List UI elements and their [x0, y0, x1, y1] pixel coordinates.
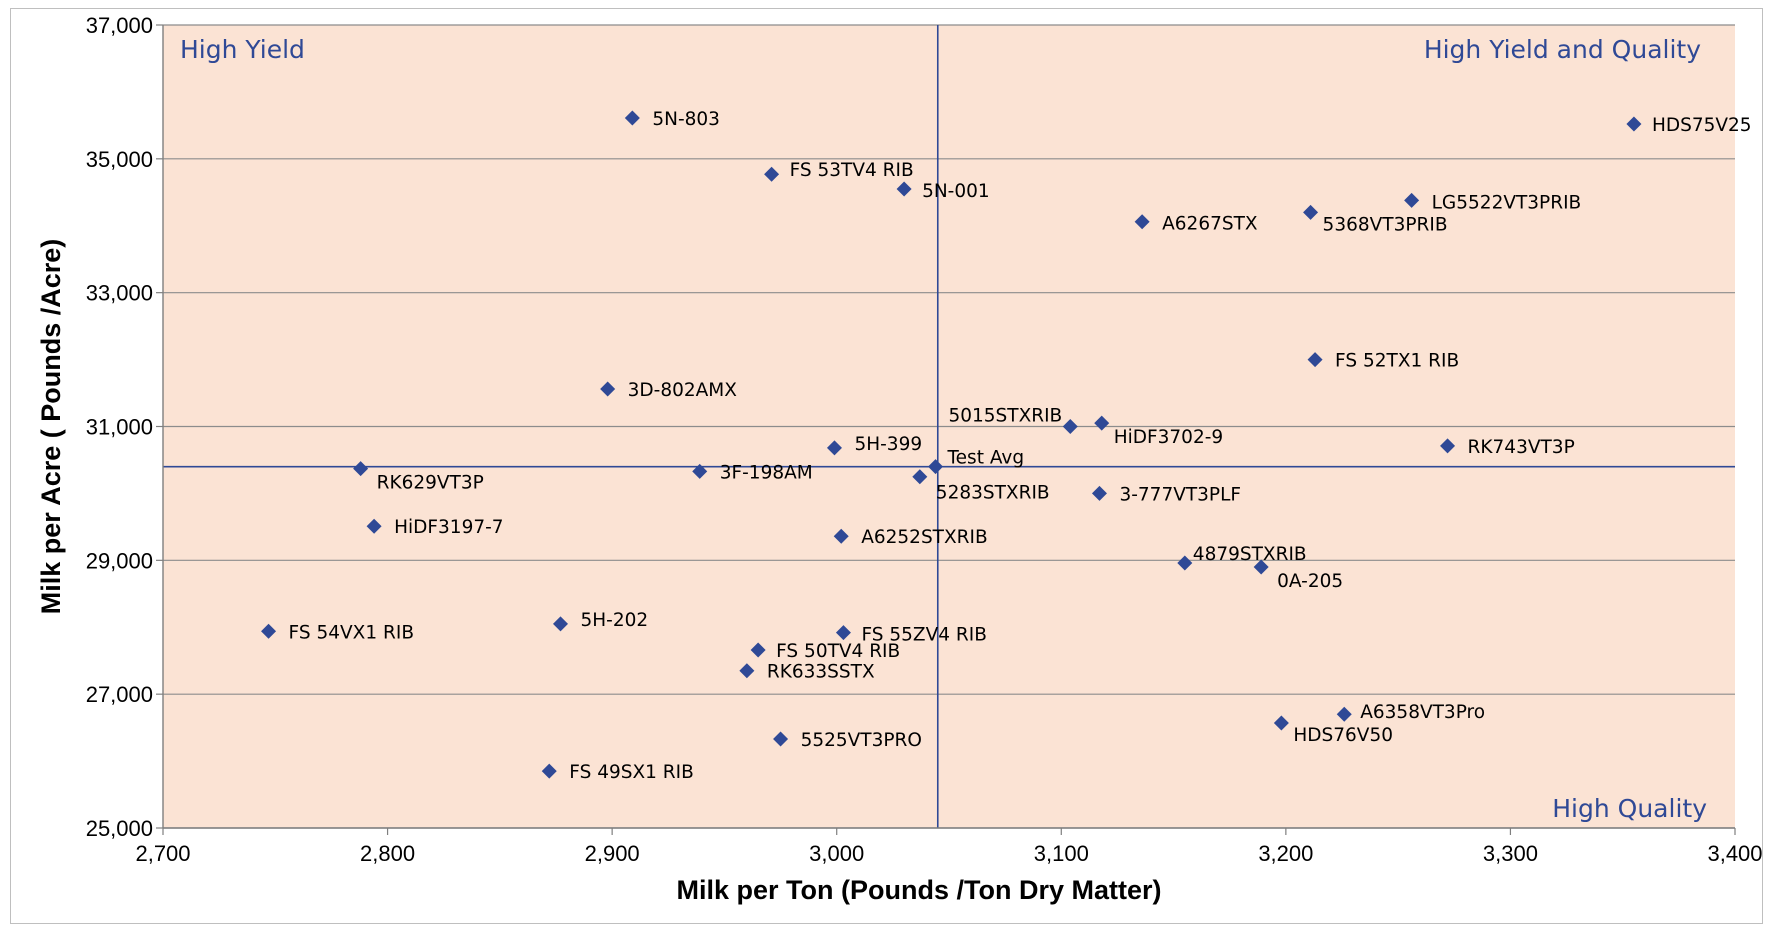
data-point-marker — [366, 518, 382, 534]
data-point-label: FS 52TX1 RIB — [1335, 351, 1459, 372]
data-point-label: RK743VT3P — [1468, 437, 1575, 458]
data-point-label: RK633SSTX — [767, 662, 875, 683]
data-point-marker — [764, 166, 780, 182]
data-point-label: 3-777VT3PLF — [1119, 484, 1241, 505]
data-point-label: LG5522VT3PRIB — [1432, 192, 1582, 213]
data-point-label: 3F-198AM — [720, 462, 813, 483]
data-point-marker — [1626, 116, 1642, 132]
data-point-marker — [928, 459, 944, 475]
data-point-marker — [750, 642, 766, 658]
axes — [162, 25, 1735, 829]
y-axis-title: Milk per Acre ( Pounds /Acre) — [36, 239, 66, 615]
data-point-label: FS 54VX1 RIB — [289, 622, 414, 643]
data-point-label: A6358VT3Pro — [1360, 702, 1485, 723]
data-point-marker — [692, 463, 708, 479]
data-point-label: HDS76V50 — [1293, 725, 1393, 746]
data-point-marker — [552, 616, 568, 632]
point-labels: HDS75V25 5N-803 FS 53TV4 RIB 5N-001 LG5522VT… — [289, 109, 1752, 783]
x-tick-label: 2,900 — [585, 841, 640, 866]
data-point-label: FS 50TV4 RIB — [776, 641, 900, 662]
data-point-label: 4879STXRIB — [1193, 544, 1307, 565]
data-point-marker — [1440, 438, 1456, 454]
data-point-label: A6267STX — [1162, 214, 1258, 235]
x-tick-label: 2,700 — [135, 841, 190, 866]
data-point-marker — [1253, 559, 1269, 575]
quadrant-labels: High Yield High Yield and Quality High Q… — [180, 35, 1707, 823]
y-tick-label: 35,000 — [86, 147, 153, 172]
y-tick-label: 33,000 — [86, 281, 153, 306]
data-point-marker — [541, 763, 557, 779]
data-point-marker — [835, 625, 851, 641]
y-tick-label: 29,000 — [86, 548, 153, 573]
data-point-marker — [1062, 419, 1078, 434]
data-point-label: 5368VT3PRIB — [1323, 214, 1448, 235]
data-point-label: RK629VT3P — [377, 473, 484, 494]
data-point-marker — [1177, 555, 1193, 571]
data-point-label: 5525VT3PRO — [801, 730, 922, 751]
x-tick-label: 2,800 — [360, 841, 415, 866]
x-axis-title: Milk per Ton (Pounds /Ton Dry Matter) — [677, 875, 1162, 905]
data-point-marker — [353, 461, 369, 477]
data-point-marker — [912, 469, 928, 485]
y-tick-label: 37,000 — [86, 13, 153, 38]
x-tick-label: 3,400 — [1707, 841, 1762, 866]
data-point-marker — [1336, 706, 1352, 722]
y-tick-label: 31,000 — [86, 415, 153, 440]
x-tick-label: 3,100 — [1034, 841, 1089, 866]
x-tick-label: 3,300 — [1483, 841, 1538, 866]
data-point-label: 5H-399 — [854, 434, 922, 455]
data-point-marker — [896, 181, 912, 197]
data-point-marker — [1094, 415, 1110, 431]
tick-labels: 25,000 27,000 29,000 31,000 33,000 35,000 37,0… — [86, 13, 1763, 866]
data-point-marker — [773, 731, 789, 747]
data-point-marker — [739, 663, 755, 679]
grid-lines — [156, 24, 1736, 835]
data-point-label: Test Avg — [947, 448, 1025, 469]
data-point-label: FS 49SX1 RIB — [569, 762, 694, 783]
data-point-label: HDS75V25 — [1652, 115, 1752, 136]
data-point-label: 5H-202 — [580, 610, 648, 631]
y-tick-label: 25,000 — [86, 816, 153, 841]
data-point-label: 5283STXRIB — [936, 483, 1050, 504]
data-point-label: 5015STXRIB — [948, 406, 1062, 427]
data-point-marker — [1307, 352, 1323, 368]
data-point-marker — [1273, 715, 1289, 731]
data-point-label: FS 55ZV4 RIB — [861, 625, 986, 646]
data-point-label: A6252STXRIB — [861, 527, 987, 548]
x-tick-label: 3,200 — [1258, 841, 1313, 866]
quadrant-label-high-quality: High Quality — [1552, 794, 1707, 823]
data-point-marker — [1134, 214, 1150, 230]
data-point-label: 5N-803 — [652, 109, 720, 130]
reference-lines — [163, 25, 1735, 828]
data-point-marker — [1404, 192, 1420, 208]
data-points — [261, 110, 1642, 779]
data-point-marker — [624, 110, 640, 126]
data-point-label: 5N-001 — [922, 181, 990, 202]
data-point-label: 0A-205 — [1277, 571, 1343, 592]
data-point-marker — [1303, 204, 1319, 220]
data-point-marker — [600, 381, 616, 397]
quadrant-label-high-yield: High Yield — [180, 35, 305, 64]
data-point-label: 3D-802AMX — [628, 380, 738, 401]
data-point-marker — [261, 623, 277, 639]
data-point-label: HiDF3197-7 — [394, 517, 503, 538]
y-tick-label: 27,000 — [86, 682, 153, 707]
x-tick-label: 3,000 — [809, 841, 864, 866]
quadrant-label-high-yield-and-quality: High Yield and Quality — [1424, 35, 1701, 64]
data-point-marker — [833, 528, 849, 544]
data-point-label: FS 53TV4 RIB — [790, 160, 914, 181]
data-point-label: HiDF3702-9 — [1114, 427, 1223, 448]
data-point-marker — [826, 440, 842, 456]
data-point-marker — [1091, 485, 1107, 501]
